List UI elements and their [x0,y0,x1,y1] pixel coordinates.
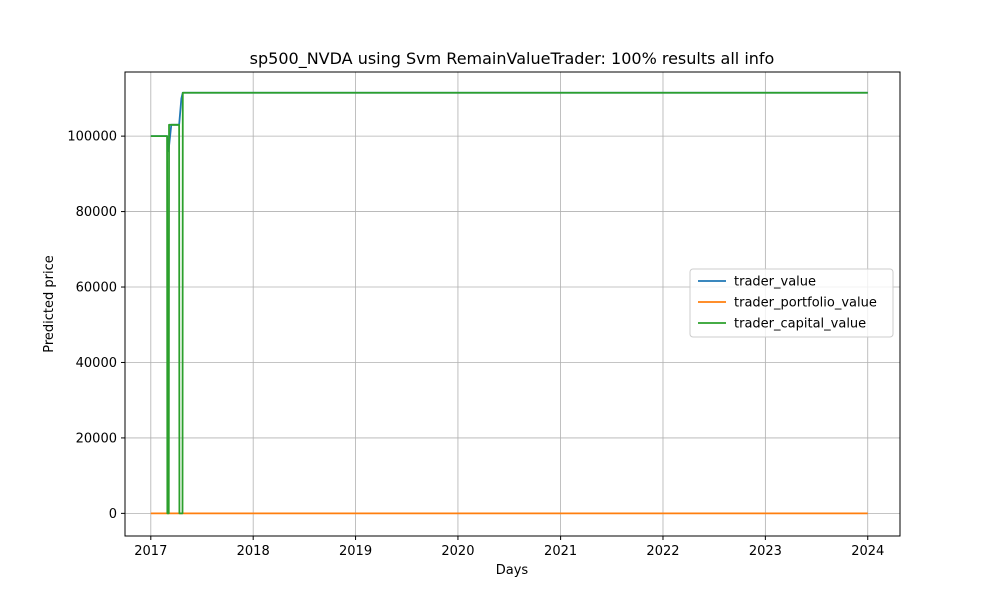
y-axis-label: Predicted price [42,255,57,353]
plot-frame [124,71,901,537]
ticks: 2017 2018 2019 2020 2021 2022 2023 2024 0 20000 40… [67,130,884,559]
x-tick-label: 2018 [237,544,270,559]
x-tick-label: 2023 [749,544,782,559]
y-tick-label: 0 [109,507,117,522]
legend-label: trader_value [734,275,816,290]
y-tick-label: 80000 [76,205,117,220]
y-tick-label: 40000 [76,356,117,371]
x-tick-label: 2024 [851,544,884,559]
legend-label: trader_portfolio_value [734,296,877,311]
series-layer [150,91,868,515]
y-tick-label: 20000 [76,431,117,446]
legend: trader_value trader_portfolio_valuetrader… [689,268,894,338]
legend-box [689,268,894,338]
x-tick-label: 2021 [544,544,577,559]
x-axis-label: Days [496,563,529,578]
chart-title: sp500_NVDA using Svm RemainValueTrader: … [250,49,775,69]
x-tick-label: 2022 [646,544,679,559]
x-tick-label: 2017 [134,544,167,559]
legend-label: trader_capital_value [734,317,866,332]
x-tick-label: 2020 [441,544,474,559]
y-tick-label: 60000 [76,281,117,296]
y-tick-label: 100000 [67,130,117,145]
x-tick-label: 2019 [339,544,372,559]
series-line-trader-capital-value [150,91,868,515]
